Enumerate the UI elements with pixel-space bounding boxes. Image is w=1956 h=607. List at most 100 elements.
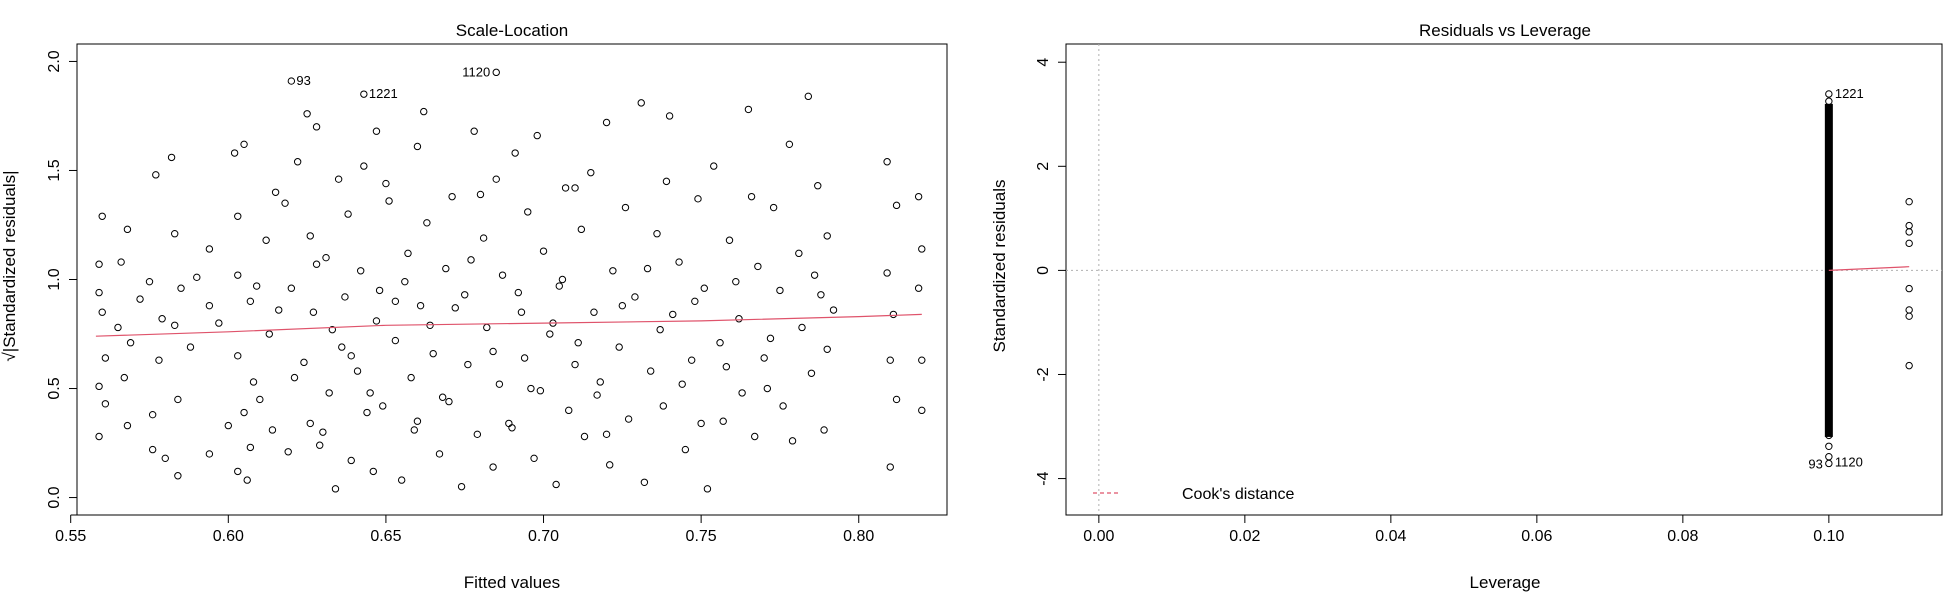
data-point	[312, 123, 321, 131]
data-point	[703, 485, 712, 493]
scale-location-ylabel: √|Standardized residuals|	[0, 170, 19, 361]
data-point	[167, 153, 176, 162]
data-point	[473, 430, 482, 439]
data-point	[243, 476, 251, 484]
data-point	[618, 301, 627, 310]
data-point	[489, 347, 497, 356]
data-point	[514, 288, 523, 297]
data-point	[312, 260, 321, 268]
data-point	[886, 463, 894, 471]
data-point	[561, 184, 570, 192]
data-point	[823, 345, 831, 353]
data-point	[678, 380, 686, 388]
data-point	[817, 291, 825, 299]
data-point	[820, 426, 828, 434]
data-point	[665, 112, 674, 120]
data-point	[694, 195, 702, 203]
data-point	[1905, 312, 1913, 320]
data-point	[268, 426, 277, 434]
data-point	[287, 284, 296, 292]
data-point	[420, 107, 428, 116]
data-point	[360, 90, 368, 98]
data-point	[95, 260, 103, 268]
data-point	[760, 354, 768, 362]
data-point	[416, 301, 425, 310]
data-point	[495, 380, 504, 388]
x-tick-label: 0.04	[1375, 528, 1406, 545]
data-point	[249, 378, 258, 386]
data-point	[438, 393, 447, 401]
data-point	[587, 168, 595, 177]
data-point	[205, 450, 214, 458]
data-point	[776, 286, 784, 295]
data-point	[148, 410, 157, 419]
data-point	[369, 467, 378, 476]
data-point	[98, 212, 106, 220]
data-point	[322, 253, 330, 262]
data-point	[498, 271, 507, 279]
data-point	[1825, 419, 1833, 427]
data-point	[256, 395, 264, 404]
data-point	[883, 269, 891, 277]
data-point	[517, 308, 526, 316]
data-point	[290, 373, 299, 382]
data-point	[356, 267, 365, 275]
data-point	[1825, 105, 1833, 113]
data-point	[98, 308, 106, 316]
data-point	[571, 184, 579, 192]
y-tick-label: 2	[1035, 162, 1052, 171]
data-point	[892, 395, 901, 404]
data-point	[539, 247, 548, 255]
data-point	[621, 203, 630, 212]
data-point	[631, 293, 639, 301]
x-tick-label: 0.70	[528, 528, 559, 545]
data-point	[590, 308, 598, 316]
data-point	[379, 402, 387, 410]
scale-location-axes: 0.55 0.60 0.65 0.70 0.75 0.80 0.0 0.5 1.0 1.5 2.0	[46, 50, 874, 545]
data-point	[363, 408, 371, 417]
data-point	[353, 367, 362, 375]
data-point	[262, 236, 270, 244]
data-point	[126, 339, 135, 347]
data-point	[410, 426, 418, 434]
scale-location-annotations: 93 1221 1120	[296, 64, 490, 101]
data-point	[174, 472, 182, 480]
data-point	[101, 400, 110, 408]
data-point	[152, 171, 160, 179]
data-point	[375, 286, 384, 295]
residuals-leverage-xlabel: Leverage	[1470, 573, 1541, 592]
data-point	[565, 406, 573, 415]
data-point	[240, 140, 248, 149]
data-point	[95, 382, 103, 391]
y-tick-label: 2.0	[46, 50, 63, 72]
data-point	[316, 441, 324, 449]
data-point	[492, 68, 500, 77]
residuals-leverage-panel: Residuals vs Leverage Leverage Standardi…	[990, 21, 1943, 592]
data-point	[470, 127, 478, 135]
data-point	[479, 234, 488, 242]
data-point	[1905, 284, 1913, 293]
data-point	[287, 77, 296, 85]
data-point	[653, 230, 661, 238]
data-point	[234, 352, 242, 360]
smoother-line	[1828, 266, 1910, 271]
data-point	[404, 249, 412, 258]
data-point	[719, 417, 727, 425]
x-tick-label: 0.02	[1229, 528, 1260, 545]
data-point	[804, 92, 813, 101]
scale-location-panel: Scale-Location Fitted values √|Standardi…	[0, 21, 948, 592]
data-point	[558, 275, 567, 284]
data-point	[505, 419, 513, 428]
data-point	[700, 284, 708, 292]
data-point	[413, 417, 422, 425]
data-point	[391, 297, 400, 306]
data-point	[234, 212, 242, 220]
data-point	[161, 454, 169, 463]
data-point	[914, 192, 923, 201]
data-point	[593, 391, 601, 399]
data-point	[186, 343, 195, 351]
data-point	[303, 110, 311, 118]
y-tick-label: 1.0	[46, 268, 63, 290]
data-point	[725, 236, 734, 244]
data-point	[508, 424, 516, 432]
